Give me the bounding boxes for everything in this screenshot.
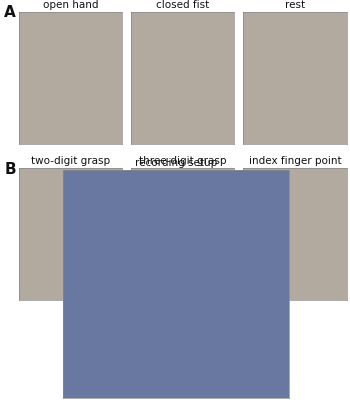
Text: two-digit grasp: two-digit grasp — [31, 156, 111, 166]
Text: index finger point: index finger point — [248, 156, 341, 166]
Text: rest: rest — [285, 0, 305, 10]
Text: A: A — [4, 5, 16, 20]
Text: closed fist: closed fist — [156, 0, 210, 10]
Text: open hand: open hand — [43, 0, 99, 10]
Text: three-digit grasp: three-digit grasp — [139, 156, 227, 166]
Text: recording setup: recording setup — [135, 158, 217, 168]
Text: B: B — [4, 162, 16, 177]
